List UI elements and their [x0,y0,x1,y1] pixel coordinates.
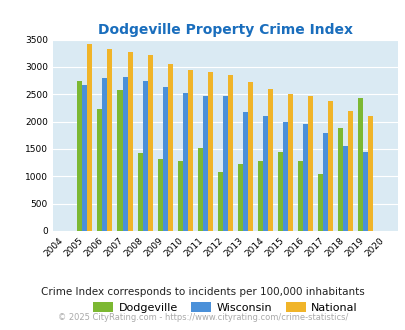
Bar [257,161,262,231]
Bar [318,174,322,231]
Bar [307,96,312,231]
Bar [167,64,172,231]
Bar [187,70,192,231]
Bar [162,87,167,231]
Bar [127,52,132,231]
Bar [297,161,302,231]
Bar [197,148,202,231]
Bar [277,152,282,231]
Bar [282,122,287,231]
Bar [262,116,267,231]
Bar [107,49,112,231]
Bar [347,111,352,231]
Bar [302,124,307,231]
Bar [287,94,292,231]
Bar [97,109,102,231]
Bar [322,133,327,231]
Bar [87,44,92,231]
Bar [147,55,152,231]
Bar [362,152,367,231]
Bar [137,153,142,231]
Bar [182,93,187,231]
Text: © 2025 CityRating.com - https://www.cityrating.com/crime-statistics/: © 2025 CityRating.com - https://www.city… [58,313,347,322]
Bar [342,146,347,231]
Bar [357,98,362,231]
Bar [227,75,232,231]
Bar [142,81,147,231]
Title: Dodgeville Property Crime Index: Dodgeville Property Crime Index [98,23,352,37]
Bar [77,81,82,231]
Bar [327,101,333,231]
Bar [242,112,247,231]
Bar [157,158,162,231]
Bar [202,96,207,231]
Bar [267,89,272,231]
Bar [217,172,222,231]
Bar [117,90,122,231]
Bar [177,161,182,231]
Bar [102,78,107,231]
Legend: Dodgeville, Wisconsin, National: Dodgeville, Wisconsin, National [88,298,361,317]
Bar [337,128,342,231]
Text: Crime Index corresponds to incidents per 100,000 inhabitants: Crime Index corresponds to incidents per… [41,287,364,297]
Bar [237,164,242,231]
Bar [122,77,127,231]
Bar [247,82,252,231]
Bar [222,96,227,231]
Bar [82,85,87,231]
Bar [367,116,372,231]
Bar [207,72,212,231]
